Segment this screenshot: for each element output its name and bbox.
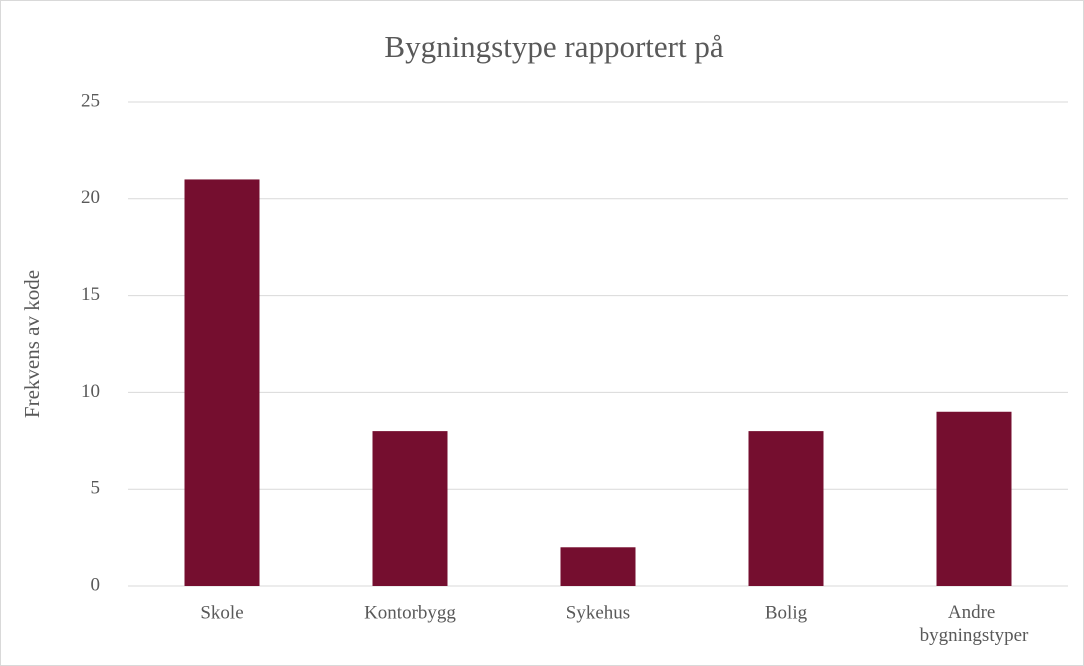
x-tick-label: Skole	[200, 602, 243, 623]
y-tick-label: 10	[81, 381, 100, 402]
y-tick-label: 25	[81, 90, 100, 111]
y-tick-label: 5	[91, 478, 101, 499]
x-tick-label: Kontorbygg	[364, 602, 456, 623]
bar	[748, 431, 824, 586]
x-tick-label: Sykehus	[566, 602, 630, 623]
chart-title: Bygningstype rapportert på	[384, 29, 723, 64]
y-axis-label: Frekvens av kode	[20, 270, 44, 418]
bar	[936, 411, 1012, 586]
bar	[560, 547, 636, 586]
y-tick-label: 0	[91, 574, 101, 595]
y-tick-label: 20	[81, 187, 100, 208]
x-tick-label: Bolig	[765, 602, 808, 623]
x-tick-label: Andre bygningstyper	[920, 602, 1029, 646]
bar	[184, 179, 260, 586]
bar	[372, 431, 448, 586]
y-tick-label: 15	[81, 284, 100, 305]
